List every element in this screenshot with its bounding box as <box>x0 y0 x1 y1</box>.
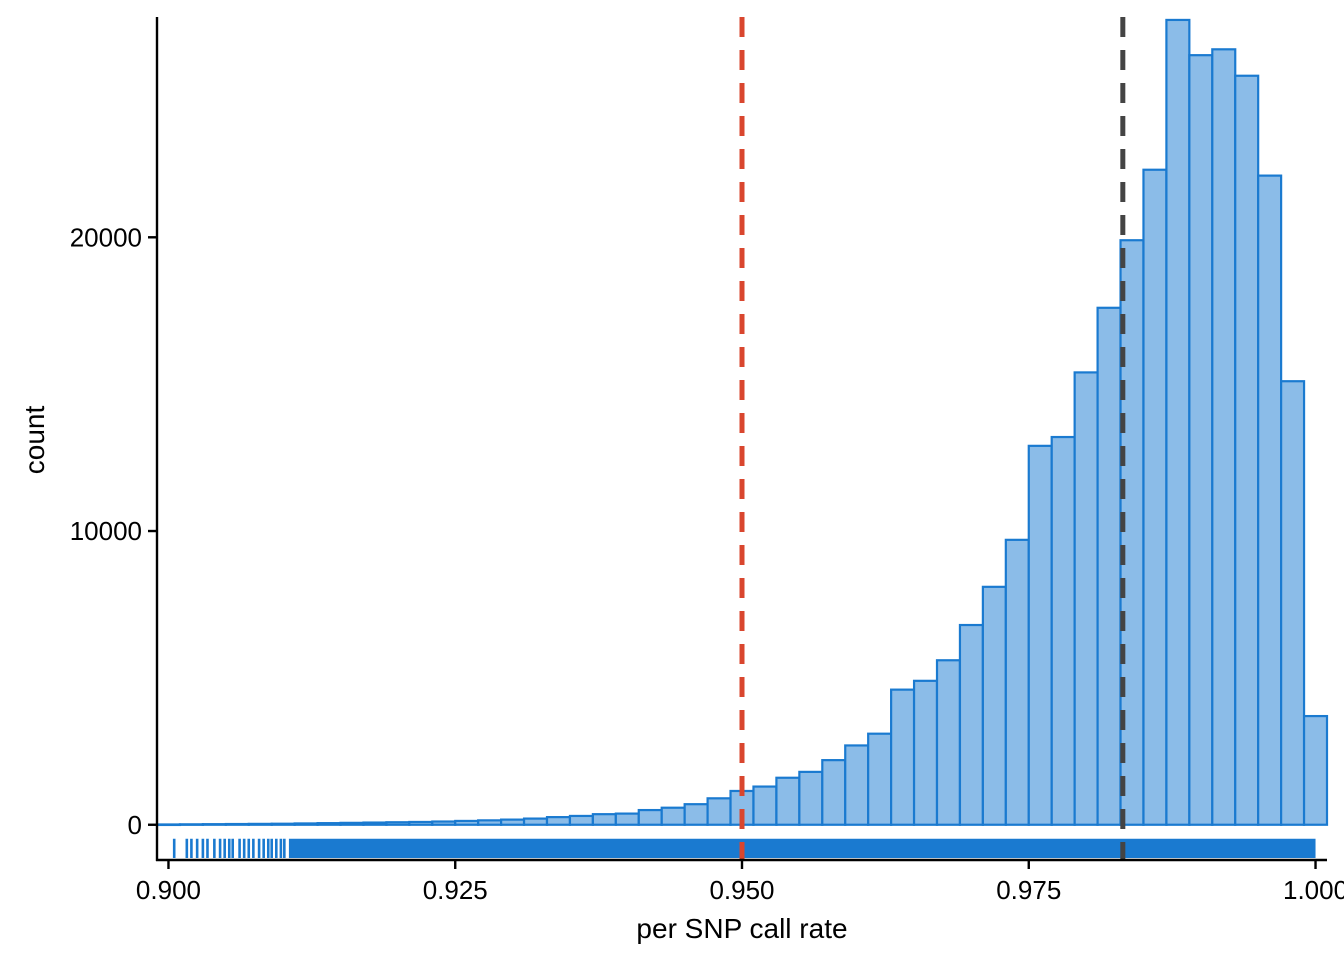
histogram-bar <box>821 759 847 826</box>
histogram-bar <box>247 822 273 826</box>
histogram-bar <box>798 770 824 826</box>
histogram-bar <box>270 822 296 826</box>
histogram-bar <box>591 813 617 826</box>
tick-layer: 0.900 0.925 0.950 0.975 1.000 0 10000 20000 <box>70 222 1344 905</box>
histogram-bar <box>155 823 182 827</box>
y-tick-label: 10000 <box>70 516 142 546</box>
histogram-bar <box>1211 48 1237 826</box>
rug-dense-band <box>288 838 1316 858</box>
histogram-bar <box>1142 168 1168 826</box>
histogram-bar <box>706 797 732 826</box>
histogram-bar <box>981 585 1007 826</box>
histogram-bar <box>1188 54 1214 826</box>
histogram-bar <box>477 819 503 826</box>
histogram-bar <box>500 818 526 826</box>
histogram-bar <box>1096 306 1122 826</box>
histogram-bar <box>1280 380 1306 826</box>
histogram-bar <box>385 821 411 826</box>
histogram-bar <box>867 732 893 826</box>
histogram-bar <box>431 820 457 826</box>
x-tick-label: 0.900 <box>136 875 201 905</box>
histogram-bar <box>408 820 434 826</box>
histogram-bar <box>844 744 870 826</box>
x-tick-label: 0.975 <box>996 875 1061 905</box>
histogram-bar <box>224 822 250 826</box>
histogram-bar <box>545 816 572 826</box>
y-tick-label: 20000 <box>70 222 142 252</box>
histogram-bar <box>568 814 594 826</box>
histogram-bar <box>1050 435 1076 826</box>
y-axis-title: count <box>19 406 50 475</box>
rug-layer <box>172 838 1316 858</box>
histogram-bar <box>201 823 227 826</box>
histogram-bar <box>1027 444 1053 826</box>
histogram-bar <box>890 688 916 826</box>
bar-layer <box>155 18 1329 827</box>
histogram-bar <box>362 821 388 826</box>
histogram-bar <box>775 776 801 826</box>
histogram-bar <box>293 822 319 826</box>
histogram-bar <box>178 823 204 826</box>
histogram-bar <box>1302 714 1329 826</box>
histogram-bar <box>1073 371 1099 826</box>
x-tick-label: 0.950 <box>709 875 774 905</box>
histogram-bar <box>637 808 663 826</box>
histogram-bar <box>1004 538 1030 826</box>
x-axis-title: per SNP call rate <box>636 913 847 944</box>
histogram-bar <box>958 623 984 826</box>
histogram-bar <box>339 821 365 826</box>
histogram-bar <box>660 806 686 826</box>
histogram-bar <box>912 679 939 826</box>
x-tick-label: 1.000 <box>1283 875 1344 905</box>
histogram-bar <box>752 785 778 826</box>
histogram-bar <box>522 817 549 826</box>
histogram-bar <box>1165 18 1191 826</box>
y-tick-label: 0 <box>128 810 142 840</box>
histogram-bar <box>1234 74 1260 826</box>
histogram-bar <box>935 659 962 826</box>
histogram-bar <box>316 822 342 826</box>
histogram-bar <box>614 812 640 826</box>
histogram-bar <box>683 803 709 826</box>
histogram-bar <box>454 819 480 826</box>
reference-line-layer <box>739 17 1126 860</box>
histogram-bar <box>1257 174 1283 826</box>
x-tick-label: 0.925 <box>423 875 488 905</box>
